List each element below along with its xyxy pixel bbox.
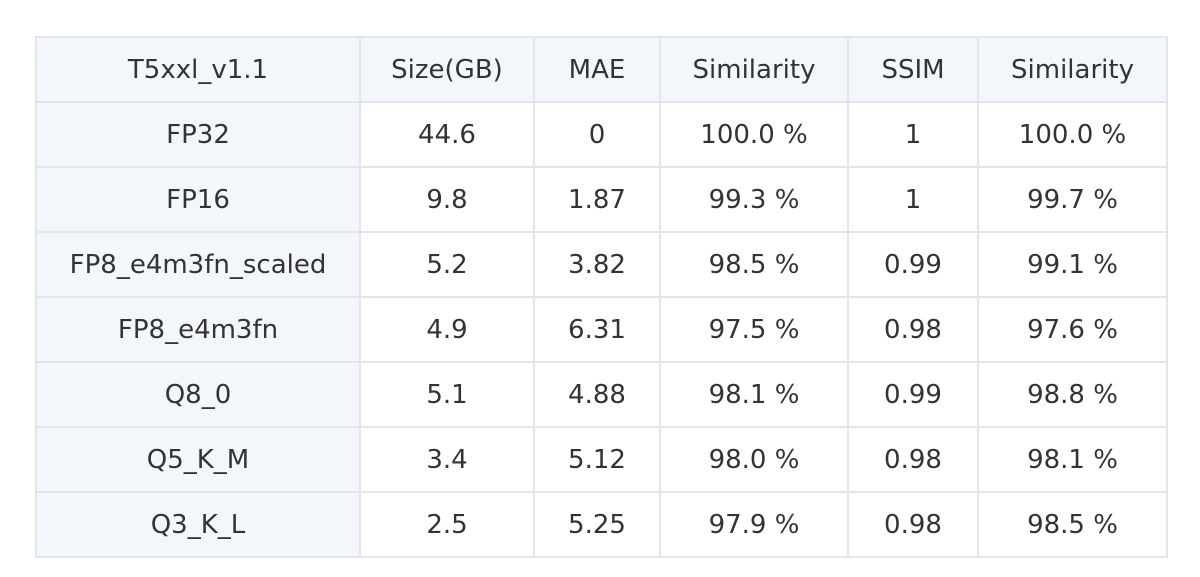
comparison-table-container: T5xxl_v1.1 Size(GB) MAE Similarity SSIM … — [35, 36, 1168, 558]
cell-model: Q5_K_M — [35, 426, 361, 493]
cell-ssim: 1 — [847, 101, 979, 168]
cell-size: 4.9 — [359, 296, 535, 363]
header-model: T5xxl_v1.1 — [35, 36, 361, 103]
cell-similarity-2: 99.1 % — [977, 231, 1168, 298]
cell-similarity-2: 99.7 % — [977, 166, 1168, 233]
cell-mae: 6.31 — [533, 296, 661, 363]
cell-similarity-1: 98.5 % — [659, 231, 849, 298]
cell-mae: 0 — [533, 101, 661, 168]
cell-ssim: 0.98 — [847, 491, 979, 558]
cell-similarity-2: 98.5 % — [977, 491, 1168, 558]
header-row: T5xxl_v1.1 Size(GB) MAE Similarity SSIM … — [35, 36, 1168, 103]
cell-similarity-1: 97.5 % — [659, 296, 849, 363]
cell-similarity-2: 100.0 % — [977, 101, 1168, 168]
cell-model: FP16 — [35, 166, 361, 233]
table-row: FP8_e4m3fn 4.9 6.31 97.5 % 0.98 97.6 % — [35, 296, 1168, 363]
cell-model: Q8_0 — [35, 361, 361, 428]
cell-model: FP32 — [35, 101, 361, 168]
cell-mae: 5.25 — [533, 491, 661, 558]
cell-similarity-1: 99.3 % — [659, 166, 849, 233]
cell-size: 44.6 — [359, 101, 535, 168]
cell-mae: 3.82 — [533, 231, 661, 298]
cell-similarity-1: 97.9 % — [659, 491, 849, 558]
cell-similarity-1: 100.0 % — [659, 101, 849, 168]
cell-ssim: 0.99 — [847, 361, 979, 428]
cell-mae: 4.88 — [533, 361, 661, 428]
table-row: FP32 44.6 0 100.0 % 1 100.0 % — [35, 101, 1168, 168]
cell-similarity-1: 98.0 % — [659, 426, 849, 493]
cell-size: 9.8 — [359, 166, 535, 233]
cell-similarity-2: 98.1 % — [977, 426, 1168, 493]
table-row: Q3_K_L 2.5 5.25 97.9 % 0.98 98.5 % — [35, 491, 1168, 558]
table-header: T5xxl_v1.1 Size(GB) MAE Similarity SSIM … — [35, 36, 1168, 103]
table-body: FP32 44.6 0 100.0 % 1 100.0 % FP16 9.8 1… — [35, 101, 1168, 558]
cell-ssim: 1 — [847, 166, 979, 233]
header-ssim: SSIM — [847, 36, 979, 103]
header-similarity-1: Similarity — [659, 36, 849, 103]
table-row: FP16 9.8 1.87 99.3 % 1 99.7 % — [35, 166, 1168, 233]
cell-ssim: 0.98 — [847, 296, 979, 363]
table-row: Q8_0 5.1 4.88 98.1 % 0.99 98.8 % — [35, 361, 1168, 428]
cell-mae: 5.12 — [533, 426, 661, 493]
cell-ssim: 0.99 — [847, 231, 979, 298]
cell-model: Q3_K_L — [35, 491, 361, 558]
header-size: Size(GB) — [359, 36, 535, 103]
cell-similarity-1: 98.1 % — [659, 361, 849, 428]
cell-size: 5.1 — [359, 361, 535, 428]
cell-mae: 1.87 — [533, 166, 661, 233]
cell-model: FP8_e4m3fn — [35, 296, 361, 363]
cell-model: FP8_e4m3fn_scaled — [35, 231, 361, 298]
cell-similarity-2: 97.6 % — [977, 296, 1168, 363]
table-row: FP8_e4m3fn_scaled 5.2 3.82 98.5 % 0.99 9… — [35, 231, 1168, 298]
table-row: Q5_K_M 3.4 5.12 98.0 % 0.98 98.1 % — [35, 426, 1168, 493]
cell-size: 3.4 — [359, 426, 535, 493]
cell-similarity-2: 98.8 % — [977, 361, 1168, 428]
comparison-table: T5xxl_v1.1 Size(GB) MAE Similarity SSIM … — [35, 36, 1168, 558]
cell-size: 5.2 — [359, 231, 535, 298]
cell-size: 2.5 — [359, 491, 535, 558]
cell-ssim: 0.98 — [847, 426, 979, 493]
header-similarity-2: Similarity — [977, 36, 1168, 103]
header-mae: MAE — [533, 36, 661, 103]
